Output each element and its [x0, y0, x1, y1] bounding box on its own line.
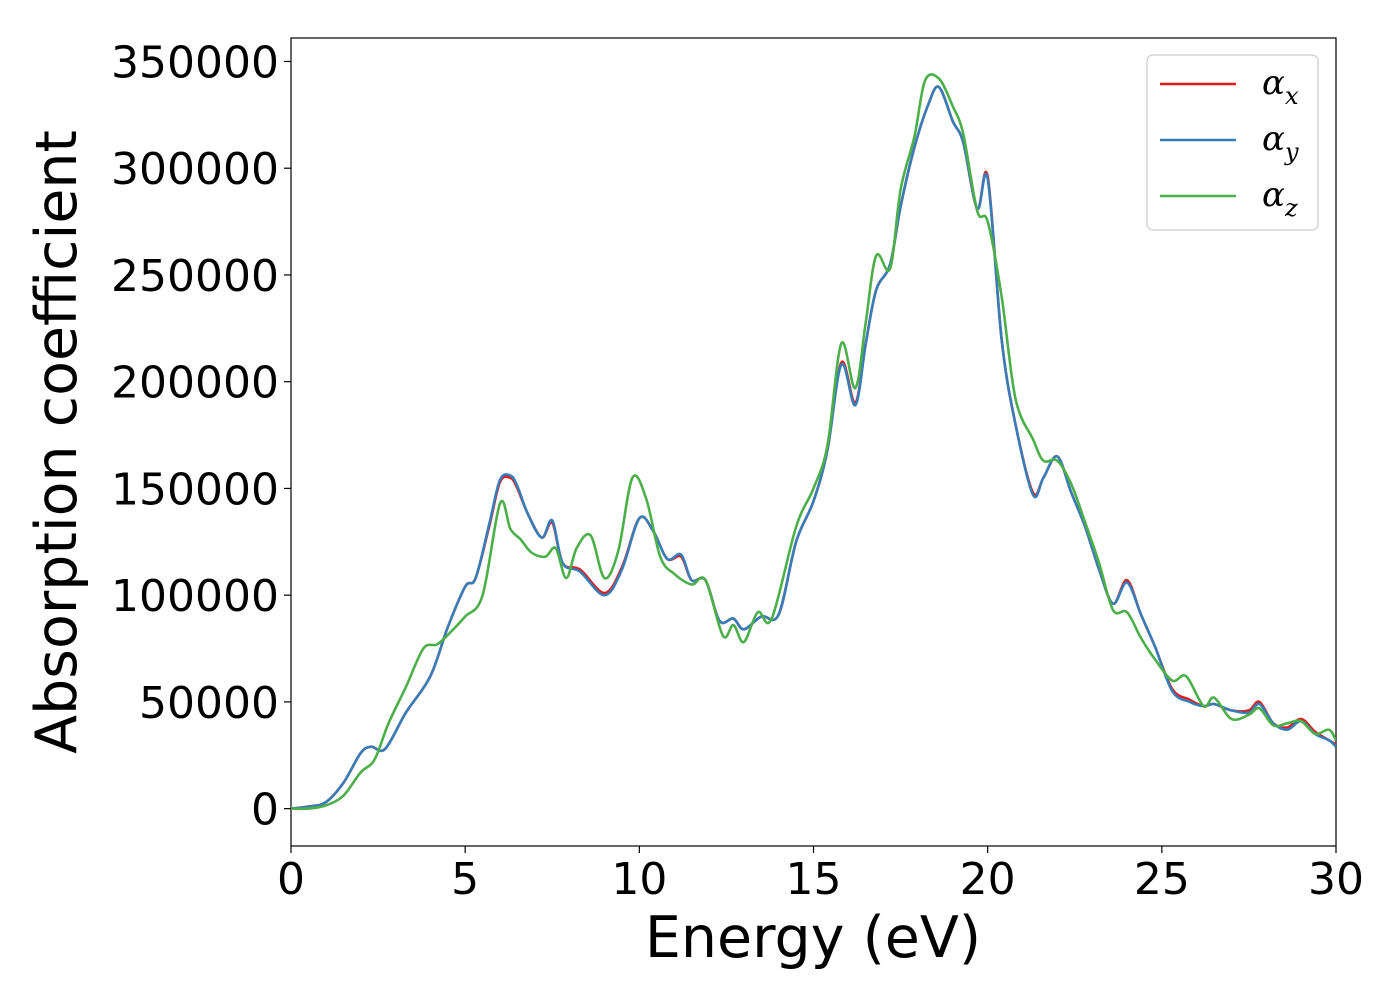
x-tick-label: 10: [611, 854, 667, 905]
x-tick-label: 0: [277, 854, 305, 905]
x-tick-label: 30: [1308, 854, 1364, 905]
legend-subscript: z: [1284, 194, 1298, 222]
legend-symbol: α: [1262, 63, 1285, 103]
legend-subscript: x: [1285, 82, 1299, 110]
y-tick-label: 350000: [111, 37, 279, 88]
series-layer: [291, 73, 1336, 811]
y-tick-label: 250000: [111, 251, 279, 302]
legend-box: [1146, 54, 1319, 231]
y-tick-label: 150000: [111, 464, 279, 515]
y-tick-label: 0: [251, 785, 279, 836]
series-line-z: [291, 73, 1336, 811]
y-tick-label: 300000: [111, 144, 279, 195]
y-axis-ticks: 0 50000 100000 150000 200000 250000 300000 3500…: [111, 37, 291, 836]
y-axis-label: Absorption coefficient: [24, 130, 90, 754]
x-tick-label: 20: [960, 854, 1016, 905]
x-tick-label: 25: [1134, 854, 1190, 905]
x-tick-label: 15: [786, 854, 842, 905]
y-tick-label: 100000: [111, 571, 279, 622]
series-line-y: [291, 85, 1336, 810]
legend-label-y: αy: [1262, 119, 1299, 166]
x-tick-label: 5: [451, 854, 479, 905]
legend-subscript: y: [1284, 138, 1299, 166]
x-axis-label: Energy (eV): [645, 905, 981, 971]
legend-label-x: αx: [1262, 63, 1299, 110]
y-tick-label: 200000: [111, 358, 279, 409]
legend-label-z: αz: [1262, 175, 1298, 222]
legend-symbol: α: [1262, 175, 1285, 215]
x-axis-ticks: 0 5 10 15 20 25 30: [277, 846, 1364, 905]
legend-symbol: α: [1262, 119, 1285, 159]
y-tick-label: 50000: [139, 678, 279, 729]
